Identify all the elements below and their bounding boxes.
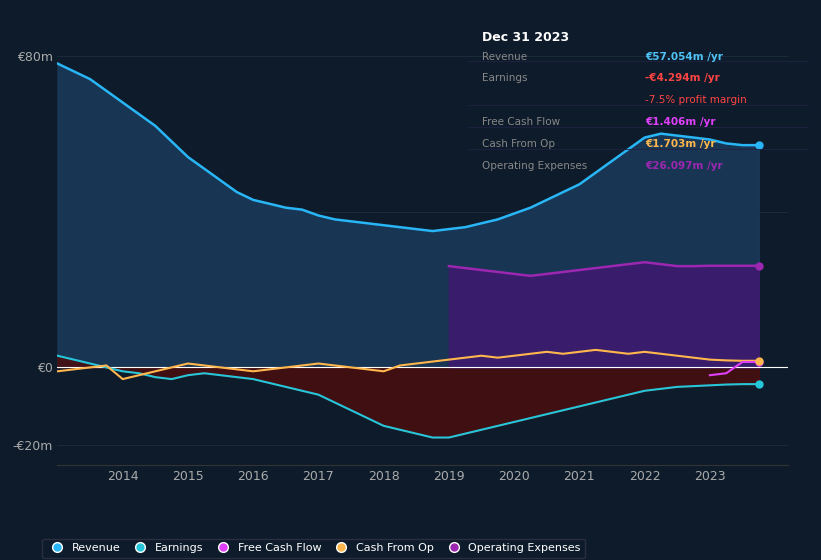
Text: -7.5% profit margin: -7.5% profit margin xyxy=(645,95,747,105)
Text: Free Cash Flow: Free Cash Flow xyxy=(482,117,560,127)
Text: Revenue: Revenue xyxy=(482,52,527,62)
Text: €1.406m /yr: €1.406m /yr xyxy=(645,117,716,127)
Text: Operating Expenses: Operating Expenses xyxy=(482,161,587,171)
Text: Earnings: Earnings xyxy=(482,73,527,83)
Text: Dec 31 2023: Dec 31 2023 xyxy=(482,31,569,44)
Text: €1.703m /yr: €1.703m /yr xyxy=(645,139,716,149)
Text: €26.097m /yr: €26.097m /yr xyxy=(645,161,722,171)
Legend: Revenue, Earnings, Free Cash Flow, Cash From Op, Operating Expenses: Revenue, Earnings, Free Cash Flow, Cash … xyxy=(42,539,585,558)
Text: €57.054m /yr: €57.054m /yr xyxy=(645,52,723,62)
Text: -€4.294m /yr: -€4.294m /yr xyxy=(645,73,720,83)
Text: Cash From Op: Cash From Op xyxy=(482,139,555,149)
